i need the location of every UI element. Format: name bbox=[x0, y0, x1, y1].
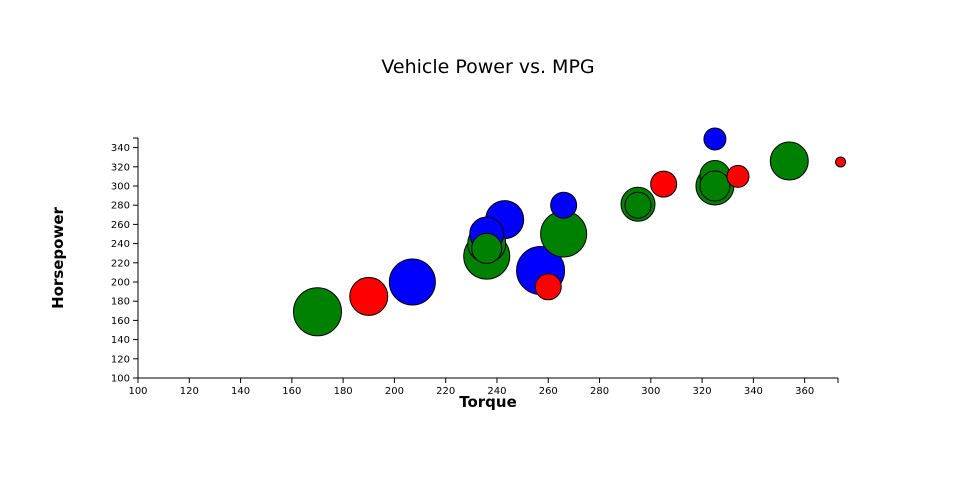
x-axis: 100 120 140 160 180 200 220 240 260 280 300 320 340 3… bbox=[128, 377, 839, 397]
data-point-bubble[interactable] bbox=[726, 164, 750, 188]
bubble-series bbox=[292, 127, 847, 337]
data-point-bubble[interactable] bbox=[471, 232, 503, 264]
y-tick-label: 120 bbox=[111, 354, 130, 365]
data-point-bubble[interactable] bbox=[550, 191, 578, 219]
data-point-bubble[interactable] bbox=[703, 127, 727, 151]
data-point-bubble[interactable] bbox=[388, 258, 436, 306]
y-tick-label: 160 bbox=[111, 316, 130, 327]
x-tick-label: 120 bbox=[180, 386, 199, 397]
data-point-bubble[interactable] bbox=[624, 191, 652, 219]
y-axis: 100 120 140 160 180 200 220 240 260 280 300 320 340 bbox=[111, 137, 139, 385]
x-tick-label: 280 bbox=[590, 386, 609, 397]
data-point-bubble[interactable] bbox=[835, 156, 847, 168]
chart-title: Vehicle Power vs. MPG bbox=[381, 56, 594, 78]
data-point-bubble[interactable] bbox=[534, 273, 562, 301]
data-point-bubble[interactable] bbox=[769, 141, 809, 181]
y-tick-label: 320 bbox=[111, 162, 130, 173]
x-tick-label: 160 bbox=[282, 386, 301, 397]
x-tick-label: 260 bbox=[539, 386, 558, 397]
x-axis-label: Torque bbox=[459, 393, 517, 411]
y-tick-label: 200 bbox=[111, 278, 130, 289]
y-axis-label: Horsepower bbox=[49, 206, 67, 308]
x-tick-label: 240 bbox=[487, 386, 506, 397]
x-tick-label: 100 bbox=[128, 386, 147, 397]
data-point-bubble[interactable] bbox=[349, 276, 389, 316]
y-tick-label: 260 bbox=[111, 220, 130, 231]
y-tick-label: 300 bbox=[111, 182, 130, 193]
y-tick-label: 240 bbox=[111, 239, 130, 250]
x-tick-label: 140 bbox=[231, 386, 250, 397]
data-point-bubble[interactable] bbox=[650, 170, 678, 198]
data-point-bubble[interactable] bbox=[292, 287, 342, 337]
data-point-bubble[interactable] bbox=[699, 170, 731, 202]
x-tick-label: 340 bbox=[744, 386, 763, 397]
y-tick-label: 280 bbox=[111, 201, 130, 212]
y-tick-label: 100 bbox=[111, 374, 130, 385]
y-tick-label: 340 bbox=[111, 143, 130, 154]
x-tick-label: 300 bbox=[641, 386, 660, 397]
y-tick-label: 140 bbox=[111, 335, 130, 346]
y-tick-label: 220 bbox=[111, 258, 130, 269]
x-tick-label: 180 bbox=[334, 386, 353, 397]
x-tick-label: 360 bbox=[795, 386, 814, 397]
x-tick-label: 200 bbox=[385, 386, 404, 397]
x-tick-label: 220 bbox=[436, 386, 455, 397]
x-tick-label: 320 bbox=[693, 386, 712, 397]
y-tick-label: 180 bbox=[111, 297, 130, 308]
